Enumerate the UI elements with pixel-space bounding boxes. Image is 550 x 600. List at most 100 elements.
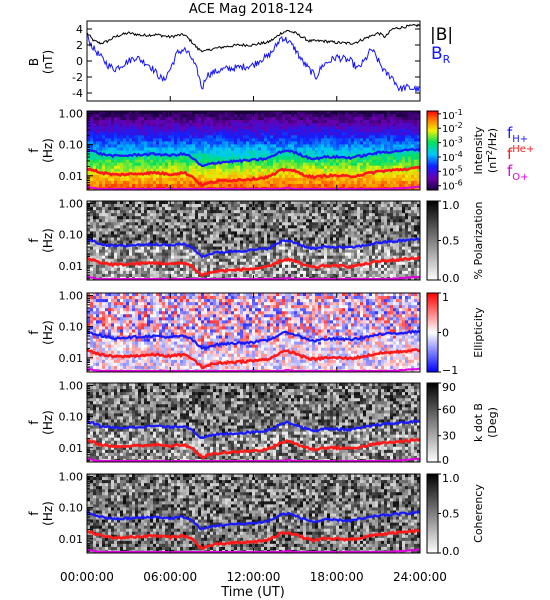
polarization-cell (183, 273, 187, 278)
intensity-cell (408, 126, 412, 130)
intensity-cell (132, 156, 136, 161)
polarization-cell (132, 255, 136, 260)
intensity-cell (240, 156, 244, 161)
polarization-cell (141, 273, 145, 278)
intensity-cell (93, 171, 97, 176)
intensity-cell (303, 165, 307, 170)
polarization-cell (246, 231, 250, 235)
polarization-cell (93, 255, 97, 260)
polarization-cell (234, 273, 238, 278)
intensity-cell (231, 165, 235, 170)
intensity-cell (210, 123, 214, 127)
polarization-cell (315, 237, 319, 241)
intensity-cell (288, 111, 292, 115)
polarization-cell (312, 234, 316, 238)
intensity-cell (201, 120, 205, 124)
polarization-cell (216, 213, 220, 217)
polarization-cell (105, 222, 109, 226)
intensity-cell (372, 183, 376, 188)
intensity-cell (360, 132, 364, 136)
intensity-cell (129, 123, 133, 127)
polarization-cell (207, 255, 211, 260)
intensity-cell (315, 111, 319, 115)
polarization-cell (312, 231, 316, 235)
polarization-cell (177, 204, 181, 208)
polarization-cell (237, 258, 241, 263)
intensity-cell (168, 111, 172, 115)
polarization-cell (300, 258, 304, 263)
intensity-cell (165, 138, 169, 142)
polarization-cell (279, 273, 283, 278)
polarization-cell (315, 270, 319, 275)
polarization-cell (168, 237, 172, 241)
polarization-cell (135, 264, 139, 269)
polarization-cell (315, 255, 319, 260)
polarization-cell (105, 204, 109, 208)
polarization-cell (192, 258, 196, 263)
intensity-cell (162, 183, 166, 188)
polarization-cell (177, 231, 181, 235)
intensity-colorbar-label: 10-5 (442, 164, 463, 178)
intensity-cell (165, 117, 169, 121)
intensity-cell (153, 144, 157, 148)
polarization-cell (114, 237, 118, 241)
intensity-cell (291, 117, 295, 121)
polarization-cell (147, 219, 151, 223)
intensity-cell (333, 180, 337, 185)
polarization-cell (237, 252, 241, 257)
intensity-cell (171, 150, 175, 154)
intensity-cell (351, 171, 355, 176)
intensity-cell (201, 153, 205, 157)
polarization-cell (132, 219, 136, 223)
intensity-cell (321, 150, 325, 154)
intensity-cell (288, 114, 292, 118)
polarization-cell (237, 231, 241, 235)
intensity-cell (387, 174, 391, 179)
intensity-cell (135, 141, 139, 145)
polarization-cell (273, 219, 277, 223)
polarization-cell (267, 249, 271, 254)
intensity-cell (279, 183, 283, 188)
intensity-cell (216, 171, 220, 176)
intensity-cell (132, 117, 136, 121)
intensity-cell (135, 168, 139, 173)
polarization-cell (255, 243, 259, 247)
polarization-cell (300, 228, 304, 232)
polarization-cell (297, 222, 301, 226)
polarization-cell (249, 243, 253, 247)
intensity-cell (288, 159, 292, 164)
intensity-cell (348, 165, 352, 170)
intensity-cell (183, 180, 187, 185)
polarization-cell (279, 255, 283, 260)
polarization-cell (126, 255, 130, 260)
polarization-cell (102, 207, 106, 211)
intensity-cell (408, 144, 412, 148)
intensity-colorbar-unit-b: /Hz) (486, 128, 499, 150)
intensity-cell (246, 147, 250, 151)
polarization-cell (195, 216, 199, 220)
intensity-cell (378, 120, 382, 124)
polarization-cell (189, 219, 193, 223)
intensity-cell (87, 114, 91, 118)
intensity-cell (171, 180, 175, 185)
polarization-cell (225, 246, 229, 251)
intensity-cell (90, 138, 94, 142)
intensity-cell (189, 168, 193, 173)
intensity-cell (186, 171, 190, 176)
polarization-cell (261, 213, 265, 217)
intensity-cell (246, 165, 250, 170)
polarization-cell (204, 261, 208, 266)
polarization-cell (108, 228, 112, 232)
intensity-cell (186, 138, 190, 142)
polarization-cell (90, 231, 94, 235)
polarization-cell (90, 213, 94, 217)
intensity-cell (150, 156, 154, 161)
intensity-cell (198, 183, 202, 188)
intensity-cell (219, 144, 223, 148)
intensity-cell (144, 165, 148, 170)
polarization-cell (261, 249, 265, 254)
polarization-cell (300, 222, 304, 226)
intensity-cell (204, 141, 208, 145)
polarization-cell (201, 228, 205, 232)
polarization-cell (117, 216, 121, 220)
